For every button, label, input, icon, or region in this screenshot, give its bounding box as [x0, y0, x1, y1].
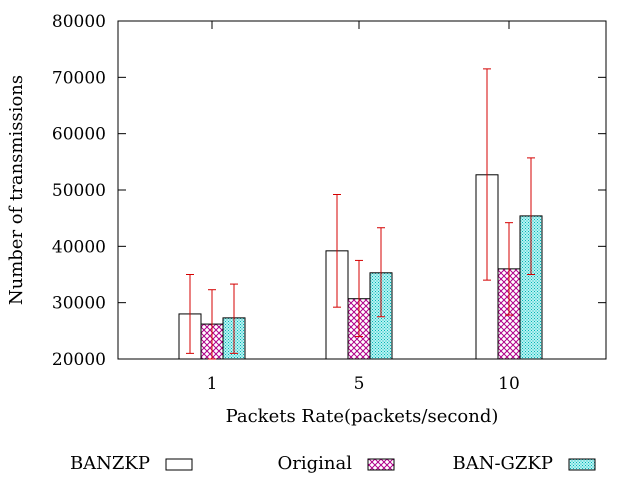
- y-tick-label: 40000: [52, 237, 106, 257]
- y-tick-label: 50000: [52, 181, 106, 201]
- legend-label-ban-gzkp: BAN-GZKP: [452, 453, 553, 474]
- x-tick-label: 1: [207, 374, 218, 394]
- y-tick-label: 70000: [52, 68, 106, 88]
- legend: BANZKP Original BAN-GZKP: [70, 453, 596, 474]
- legend-label-original: Original: [278, 453, 353, 474]
- y-tick-label: 20000: [52, 350, 106, 370]
- legend-swatch-banzkp: [165, 458, 193, 471]
- legend-swatch-ban-gzkp: [568, 458, 596, 471]
- y-tick-label: 60000: [52, 125, 106, 145]
- legend-label-banzkp: BANZKP: [70, 453, 150, 474]
- y-tick-label: 30000: [52, 294, 106, 314]
- legend-swatch-original: [367, 458, 395, 471]
- x-tick-label: 10: [498, 374, 520, 394]
- axis-labels: 20000 30000 40000 50000 60000 70000 80000 1 5 10 P…: [6, 12, 520, 427]
- y-tick-label: 80000: [52, 12, 106, 32]
- x-tick-label: 5: [354, 374, 365, 394]
- x-axis-title: Packets Rate(packets/second): [226, 406, 499, 427]
- y-axis-title: Number of transmissions: [6, 75, 27, 305]
- plot-area: [117, 20, 607, 360]
